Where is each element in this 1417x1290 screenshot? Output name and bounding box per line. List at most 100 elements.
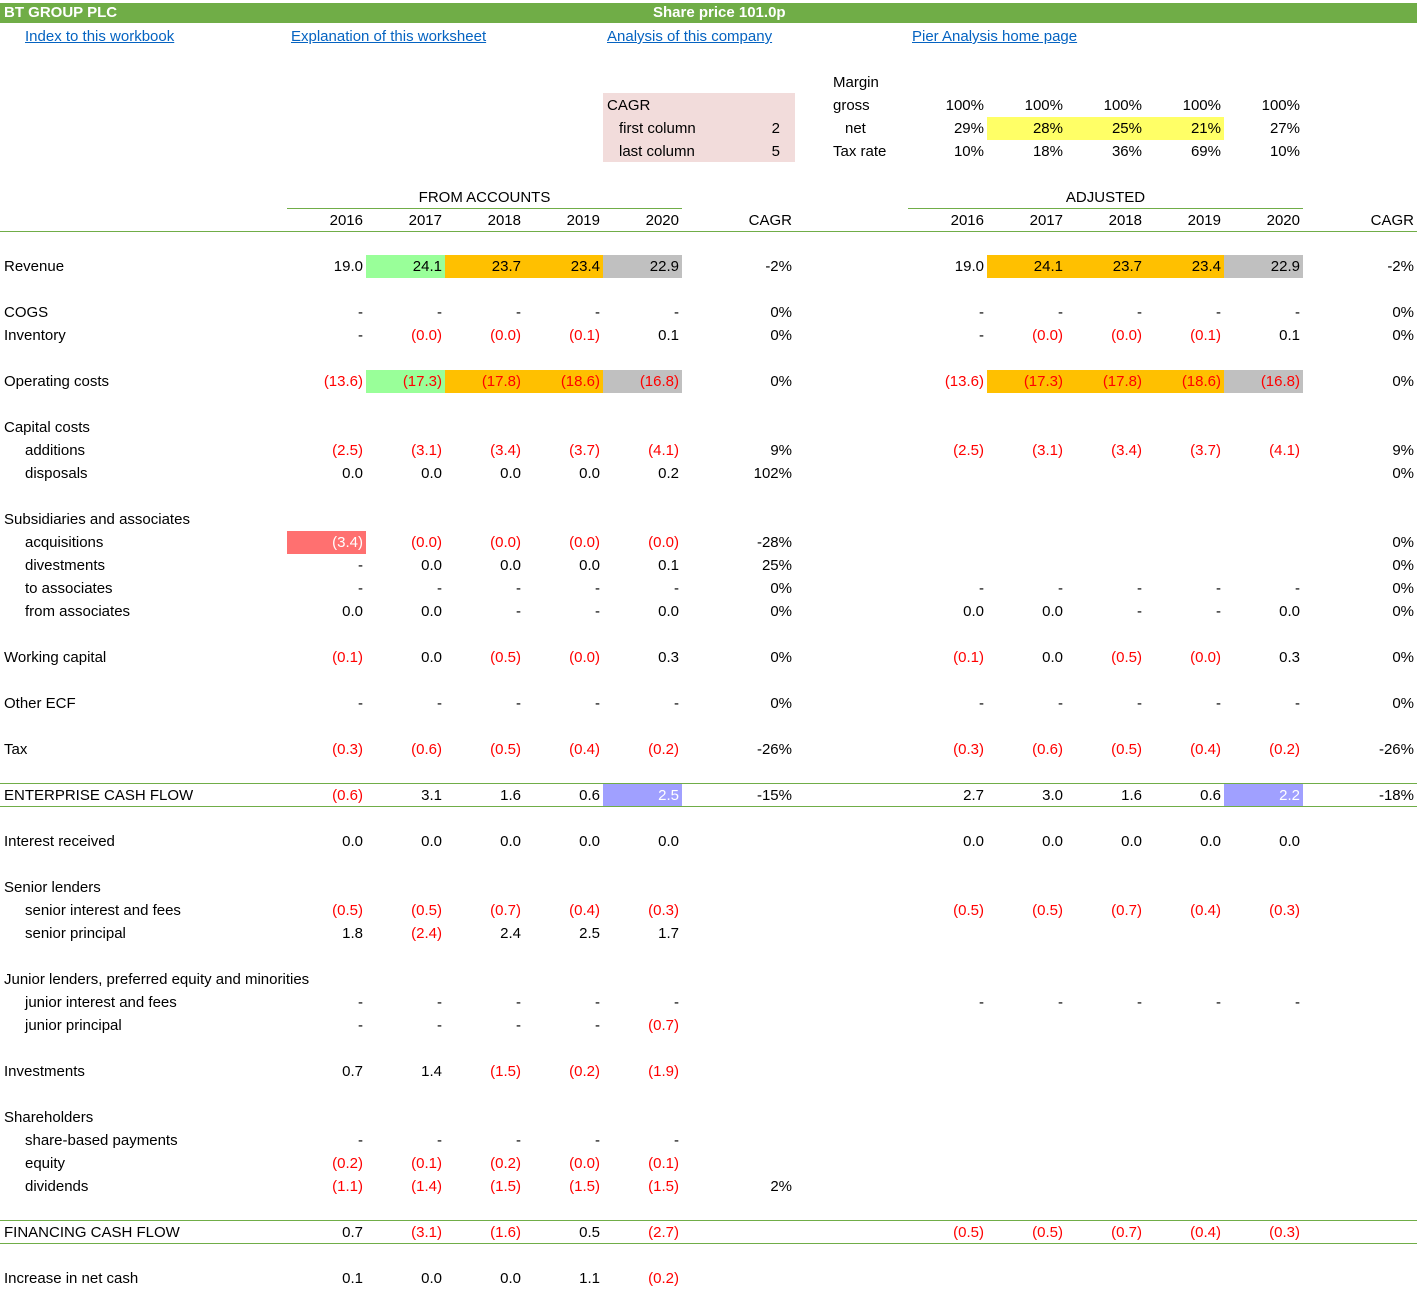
fa-value-2018[interactable]: (1.5) [490, 1063, 521, 1080]
adj-value-2018[interactable]: (0.7) [1111, 1224, 1142, 1241]
adj-value-2020[interactable]: (0.3) [1269, 1224, 1300, 1241]
adj-value-2016[interactable]: (0.5) [953, 902, 984, 919]
fa-value-2018[interactable]: 0.0 [500, 557, 521, 574]
fa-value-2020[interactable]: (16.8) [603, 370, 682, 393]
adj-value-2020[interactable]: 0.0 [1279, 833, 1300, 850]
fa-value-2020[interactable]: (0.2) [648, 741, 679, 758]
fa-value-2016[interactable]: 0.0 [342, 603, 363, 620]
adj-value-2018[interactable]: 0.0 [1121, 833, 1142, 850]
adj-value-2016[interactable]: (13.6) [944, 373, 984, 390]
fa-value-2016[interactable]: 0.7 [342, 1063, 363, 1080]
fa-value-2017[interactable]: 24.1 [366, 255, 445, 278]
adj-value-2016[interactable]: (0.3) [953, 741, 984, 758]
adj-value-2019[interactable]: - [1216, 580, 1221, 597]
adj-value-2017[interactable]: (17.3) [987, 370, 1066, 393]
adj-value-2017[interactable]: 24.1 [987, 255, 1066, 278]
fa-value-2017[interactable]: 1.4 [421, 1063, 442, 1080]
adj-value-2016[interactable]: (2.5) [953, 442, 984, 459]
fa-value-2019[interactable]: - [595, 994, 600, 1011]
adj-value-2018[interactable]: - [1137, 994, 1142, 1011]
adj-value-2019[interactable]: (0.0) [1190, 649, 1221, 666]
adj-value-2020[interactable]: (0.3) [1269, 902, 1300, 919]
fa-value-2017[interactable]: - [437, 1132, 442, 1149]
fa-value-2020[interactable]: (0.2) [648, 1270, 679, 1287]
fa-value-2018[interactable]: (0.5) [490, 741, 521, 758]
fa-value-2018[interactable]: (0.7) [490, 902, 521, 919]
adj-value-2019[interactable]: (0.4) [1190, 1224, 1221, 1241]
adj-value-2018[interactable]: (0.5) [1111, 741, 1142, 758]
fa-value-2017[interactable]: 0.0 [421, 603, 442, 620]
adj-value-2020[interactable]: - [1295, 695, 1300, 712]
adj-value-2020[interactable]: - [1295, 994, 1300, 1011]
adj-value-2016[interactable]: 0.0 [963, 833, 984, 850]
fa-value-2017[interactable]: 0.0 [421, 465, 442, 482]
adj-value-2016[interactable]: 2.7 [963, 787, 984, 804]
fa-value-2017[interactable]: 0.0 [421, 833, 442, 850]
adj-value-2020[interactable]: 0.0 [1279, 603, 1300, 620]
fa-value-2016[interactable]: - [358, 994, 363, 1011]
fa-value-2017[interactable]: (1.4) [411, 1178, 442, 1195]
adj-value-2017[interactable]: - [1058, 304, 1063, 321]
adj-value-2019[interactable]: - [1216, 603, 1221, 620]
adj-value-2016[interactable]: - [979, 327, 984, 344]
adj-value-2020[interactable]: (4.1) [1269, 442, 1300, 459]
fa-value-2020[interactable]: 0.0 [658, 603, 679, 620]
fa-value-2020[interactable]: (1.9) [648, 1063, 679, 1080]
fa-value-2017[interactable]: - [437, 695, 442, 712]
fa-value-2020[interactable]: (4.1) [648, 442, 679, 459]
adj-value-2020[interactable]: - [1295, 580, 1300, 597]
fa-value-2020[interactable]: - [674, 1132, 679, 1149]
fa-value-2020[interactable]: 0.1 [658, 557, 679, 574]
fa-value-2017[interactable]: (0.0) [411, 327, 442, 344]
fa-value-2020[interactable]: 0.2 [658, 465, 679, 482]
fa-value-2016[interactable]: 1.8 [342, 925, 363, 942]
fa-value-2016[interactable]: - [358, 327, 363, 344]
cagr-first-value[interactable]: 2 [771, 120, 780, 137]
fa-value-2019[interactable]: 0.0 [579, 833, 600, 850]
fa-value-2019[interactable]: (18.6) [524, 370, 603, 393]
adj-value-2018[interactable]: - [1137, 304, 1142, 321]
adj-value-2018[interactable]: (0.0) [1111, 327, 1142, 344]
fa-value-2018[interactable]: (17.8) [445, 370, 524, 393]
adj-value-2020[interactable]: - [1295, 304, 1300, 321]
fa-value-2018[interactable]: - [516, 994, 521, 1011]
fa-value-2016[interactable]: 0.7 [342, 1224, 363, 1241]
adj-value-2018[interactable]: (17.8) [1066, 370, 1145, 393]
fa-value-2020[interactable]: (2.7) [648, 1224, 679, 1241]
fa-value-2019[interactable]: - [595, 1132, 600, 1149]
adj-value-2017[interactable]: - [1058, 695, 1063, 712]
adj-value-2017[interactable]: (0.5) [1032, 902, 1063, 919]
adj-value-2019[interactable]: - [1216, 695, 1221, 712]
adj-value-2019[interactable]: (0.1) [1190, 327, 1221, 344]
fa-value-2020[interactable]: 1.7 [658, 925, 679, 942]
fa-value-2018[interactable]: (0.2) [490, 1155, 521, 1172]
fa-value-2016[interactable]: (0.1) [332, 649, 363, 666]
adj-value-2018[interactable]: - [1137, 580, 1142, 597]
fa-value-2017[interactable]: - [437, 1017, 442, 1034]
adj-value-2018[interactable]: - [1137, 603, 1142, 620]
fa-value-2018[interactable]: (3.4) [490, 442, 521, 459]
adj-value-2019[interactable]: (0.4) [1190, 741, 1221, 758]
adj-value-2019[interactable]: 23.4 [1145, 255, 1224, 278]
fa-value-2020[interactable]: - [674, 994, 679, 1011]
fa-value-2018[interactable]: 0.0 [500, 833, 521, 850]
fa-value-2019[interactable]: - [595, 695, 600, 712]
adj-value-2020[interactable]: 0.1 [1279, 327, 1300, 344]
fa-value-2018[interactable]: 0.0 [500, 465, 521, 482]
fa-value-2019[interactable]: (3.7) [569, 442, 600, 459]
fa-value-2019[interactable]: (1.5) [569, 1178, 600, 1195]
fa-value-2016[interactable]: - [358, 304, 363, 321]
fa-value-2018[interactable]: (1.5) [490, 1178, 521, 1195]
fa-value-2019[interactable]: (0.4) [569, 741, 600, 758]
fa-value-2016[interactable]: 19.0 [333, 258, 363, 275]
fa-value-2020[interactable]: 2.5 [603, 784, 682, 807]
fa-value-2016[interactable]: (1.1) [332, 1178, 363, 1195]
fa-value-2016[interactable]: (3.4) [287, 531, 366, 554]
fa-value-2018[interactable]: (0.5) [490, 649, 521, 666]
fa-value-2018[interactable]: 2.4 [500, 925, 521, 942]
fa-value-2017[interactable]: 0.0 [421, 649, 442, 666]
fa-value-2020[interactable]: 0.0 [658, 833, 679, 850]
fa-value-2016[interactable]: - [358, 557, 363, 574]
adj-value-2019[interactable]: - [1216, 994, 1221, 1011]
adj-value-2018[interactable]: - [1137, 695, 1142, 712]
